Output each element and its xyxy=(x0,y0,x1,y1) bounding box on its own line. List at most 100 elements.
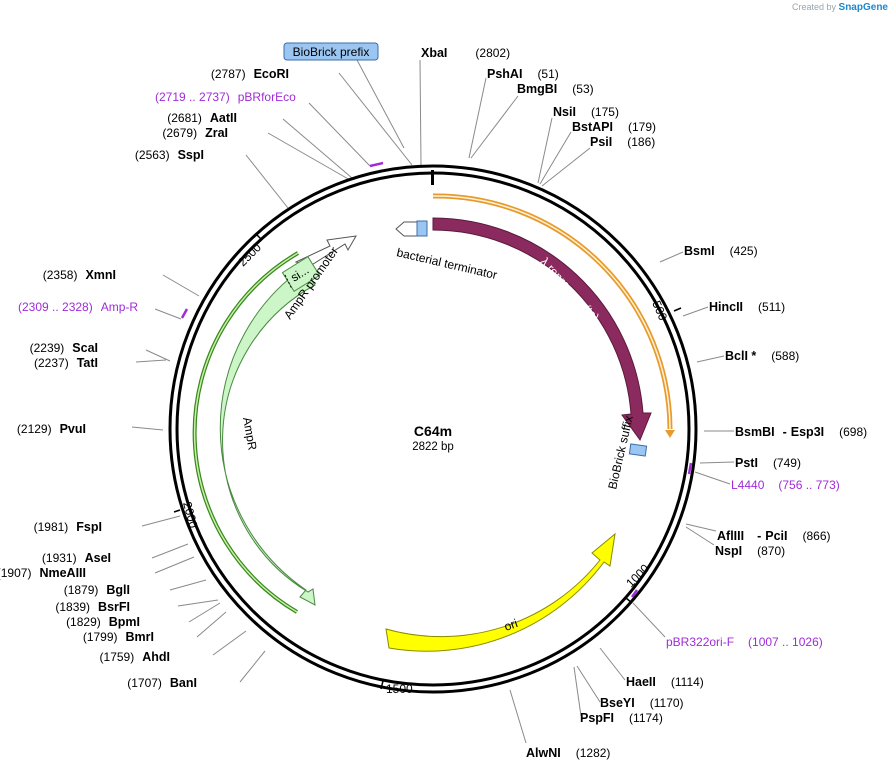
site-psii[interactable]: PsiI (186) xyxy=(590,135,655,149)
leader-pspfi xyxy=(573,666,582,717)
leader-alwni xyxy=(509,689,527,744)
site-bmgbi[interactable]: BmgBI (53) xyxy=(517,82,594,96)
biobrick-prefix-badge[interactable] xyxy=(283,42,379,61)
site-fspi[interactable]: (1981) FspI xyxy=(34,520,102,534)
site-bsmbi[interactable]: BsmBI - Esp3I (698) xyxy=(735,425,867,439)
lambda-repressor-outline-arrow xyxy=(665,430,675,438)
site-bstapi[interactable]: BstAPI (179) xyxy=(572,120,656,134)
site-afliii[interactable]: AflIII - PciI (866) xyxy=(717,529,831,543)
primer-amp-r[interactable]: (2309 .. 2328) Amp-R xyxy=(18,300,138,314)
site-haeii[interactable]: HaeII (1114) xyxy=(626,675,704,689)
leader-pbrforeco xyxy=(308,102,371,167)
tick-mark-1000 xyxy=(625,597,633,604)
site-ahdi[interactable]: (1759) AhdI xyxy=(100,650,170,664)
site-nsii[interactable]: NsiI (175) xyxy=(553,105,619,119)
ampr-outline-core xyxy=(193,252,299,613)
leader-psti xyxy=(699,461,735,464)
leader-ecori xyxy=(338,72,413,166)
plasmid-size: 2822 bp xyxy=(412,441,454,453)
site-pvui[interactable]: (2129) PvuI xyxy=(17,422,86,436)
site-xmni[interactable]: (2358) XmnI xyxy=(43,268,116,282)
lambda-repressor-label: λ repressor (ts) xyxy=(538,255,602,324)
leader-bpmi xyxy=(188,602,221,623)
leader-zrai xyxy=(267,132,351,181)
leader-scai xyxy=(145,349,171,362)
site-pshai[interactable]: PshAI (51) xyxy=(487,67,559,81)
site-bpmi[interactable]: (1829) BpmI xyxy=(66,615,140,629)
leader-bgli xyxy=(169,579,207,591)
lambda-repressor-outline-core xyxy=(432,195,671,430)
primer-bar-pbr322ori xyxy=(630,589,639,598)
site-alwni[interactable]: AlwNI (1282) xyxy=(526,746,610,760)
primer-bar-l4440 xyxy=(687,462,693,475)
site-tati[interactable]: (2237) TatI xyxy=(34,356,98,370)
leader-bmri xyxy=(196,611,227,638)
leader-bstapi xyxy=(539,131,572,185)
site-aatii[interactable]: (2681) AatII xyxy=(167,111,237,125)
primer-pbr322ori[interactable]: pBR322ori-F (1007 .. 1026) xyxy=(666,635,823,649)
leader-psii xyxy=(541,147,591,187)
site-bani[interactable]: (1707) BanI xyxy=(127,676,197,690)
leader-xmni xyxy=(162,274,200,297)
leader-bsmi xyxy=(659,251,684,263)
tick-marks xyxy=(173,234,682,690)
site-bsmi[interactable]: BsmI (425) xyxy=(684,244,758,258)
credit-created-by: Created by xyxy=(791,2,837,12)
bacterial-terminator-arrow xyxy=(395,221,418,237)
tick-label-2000: 2000 xyxy=(180,500,201,530)
site-bcli[interactable]: BclI * (588) xyxy=(725,349,799,363)
tick-label-1500: 1500 xyxy=(386,682,413,696)
leader-hincii xyxy=(682,306,709,317)
leader-pvui xyxy=(131,426,164,431)
biobrick-suffix-box xyxy=(628,443,648,457)
backbone-outer xyxy=(168,164,698,694)
ampr-label: AmpR xyxy=(240,416,260,452)
leader-pbr322ori xyxy=(632,602,666,638)
leader-bcli xyxy=(696,355,725,363)
site-zrai[interactable]: (2679) ZraI xyxy=(162,126,228,140)
leader-aatii xyxy=(282,118,353,179)
leader-ahdi xyxy=(212,630,247,656)
primer-pbrforeco[interactable]: (2719 .. 2737) pBRforEco xyxy=(155,90,296,104)
leader-bseyi xyxy=(576,665,601,703)
signal-peptide-divider xyxy=(284,274,293,290)
tick-label-2500: 2500 xyxy=(235,240,264,269)
leader-sspi xyxy=(245,154,289,209)
site-hincii[interactable]: HincII (511) xyxy=(709,300,785,314)
snapgene-credit: Created by SnapGene xyxy=(792,2,888,13)
plasmid-name: C64m xyxy=(414,423,452,439)
primer-bar-pbrforeco xyxy=(369,161,384,168)
leader-bmgbi xyxy=(470,95,519,159)
site-xbai[interactable]: XbaI (2802) xyxy=(421,46,510,60)
leader-fspi xyxy=(141,515,181,527)
primer-bars xyxy=(180,161,693,598)
site-nspi[interactable]: NspI (870) xyxy=(715,544,785,558)
leader-bani xyxy=(239,650,266,683)
site-scai[interactable]: (2239) ScaI xyxy=(30,341,98,355)
site-pspfi[interactable]: PspFI (1174) xyxy=(580,711,663,725)
ampr-promoter-arrow xyxy=(294,235,357,267)
primer-bar-amp-r xyxy=(180,308,189,319)
leader-tati xyxy=(135,359,167,363)
leader-xbai xyxy=(419,59,422,166)
tick-label-500: 500 xyxy=(649,299,670,323)
leader-l4440 xyxy=(694,471,731,485)
site-bmri[interactable]: (1799) BmrI xyxy=(83,630,154,644)
site-sspi[interactable]: (2563) SspI xyxy=(135,148,204,162)
site-ecori[interactable]: (2787) EcoRI xyxy=(211,67,289,81)
primer-l4440[interactable]: L4440 (756 .. 773) xyxy=(731,478,840,492)
tick-mark-1500 xyxy=(380,680,384,690)
credit-brand: SnapGene xyxy=(838,2,888,13)
leader-lines xyxy=(131,59,735,744)
tick-mark-2500 xyxy=(256,234,263,241)
bacterial-terminator-label: bacterial terminator xyxy=(395,245,498,282)
site-bgli[interactable]: (1879) BglI xyxy=(64,583,130,597)
leader-bsrfi xyxy=(177,599,219,607)
site-asei[interactable]: (1931) AseI xyxy=(42,551,111,565)
leader-asei xyxy=(151,543,189,559)
ampr-arrow xyxy=(219,267,316,606)
site-bseyi[interactable]: BseYI (1170) xyxy=(600,696,684,710)
site-nmeaiii[interactable]: (1907) NmeAIII xyxy=(0,566,86,580)
site-bsrfi[interactable]: (1839) BsrFI xyxy=(55,600,130,614)
site-psti[interactable]: PstI (749) xyxy=(735,456,801,470)
